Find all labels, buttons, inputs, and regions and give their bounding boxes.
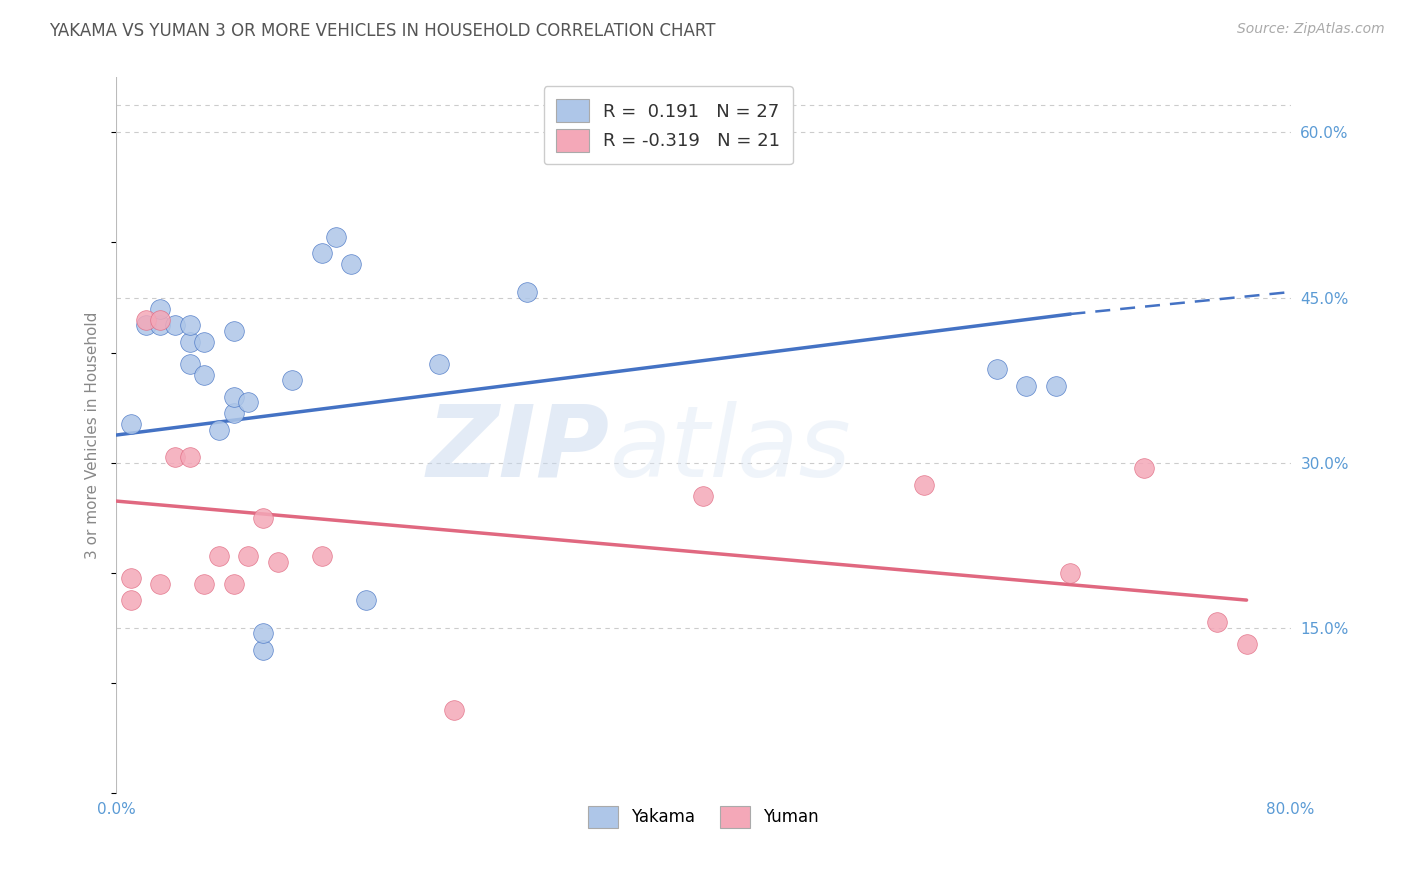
Point <box>443 703 465 717</box>
Point <box>267 555 290 569</box>
Point <box>311 246 333 260</box>
Point <box>208 423 231 437</box>
Point <box>354 593 377 607</box>
Point <box>238 395 260 409</box>
Point <box>1045 378 1067 392</box>
Point <box>222 406 245 420</box>
Point <box>193 368 215 382</box>
Point <box>120 593 142 607</box>
Point <box>912 477 935 491</box>
Point <box>1133 461 1156 475</box>
Y-axis label: 3 or more Vehicles in Household: 3 or more Vehicles in Household <box>86 311 100 558</box>
Point <box>135 318 157 332</box>
Point <box>516 285 538 299</box>
Point <box>325 230 347 244</box>
Point <box>252 510 274 524</box>
Point <box>1059 566 1081 580</box>
Point <box>252 626 274 640</box>
Point <box>281 373 304 387</box>
Point <box>427 357 450 371</box>
Point <box>238 549 260 563</box>
Point <box>135 312 157 326</box>
Point <box>179 318 201 332</box>
Point <box>149 576 172 591</box>
Point <box>252 642 274 657</box>
Point <box>149 312 172 326</box>
Point <box>1206 615 1229 629</box>
Text: Source: ZipAtlas.com: Source: ZipAtlas.com <box>1237 22 1385 37</box>
Point <box>120 417 142 431</box>
Point <box>179 450 201 464</box>
Point <box>222 390 245 404</box>
Point <box>692 489 714 503</box>
Point <box>222 576 245 591</box>
Point <box>179 334 201 349</box>
Point <box>193 576 215 591</box>
Point <box>1015 378 1038 392</box>
Point <box>193 334 215 349</box>
Point <box>163 450 186 464</box>
Text: ZIP: ZIP <box>426 401 609 498</box>
Point <box>149 318 172 332</box>
Text: atlas: atlas <box>609 401 851 498</box>
Point <box>179 357 201 371</box>
Point <box>340 258 363 272</box>
Point <box>986 362 1008 376</box>
Text: YAKAMA VS YUMAN 3 OR MORE VEHICLES IN HOUSEHOLD CORRELATION CHART: YAKAMA VS YUMAN 3 OR MORE VEHICLES IN HO… <box>49 22 716 40</box>
Point <box>1236 637 1258 651</box>
Legend: Yakama, Yuman: Yakama, Yuman <box>581 799 825 834</box>
Point <box>149 301 172 316</box>
Point <box>120 571 142 585</box>
Point <box>163 318 186 332</box>
Point <box>311 549 333 563</box>
Point <box>208 549 231 563</box>
Point <box>222 324 245 338</box>
